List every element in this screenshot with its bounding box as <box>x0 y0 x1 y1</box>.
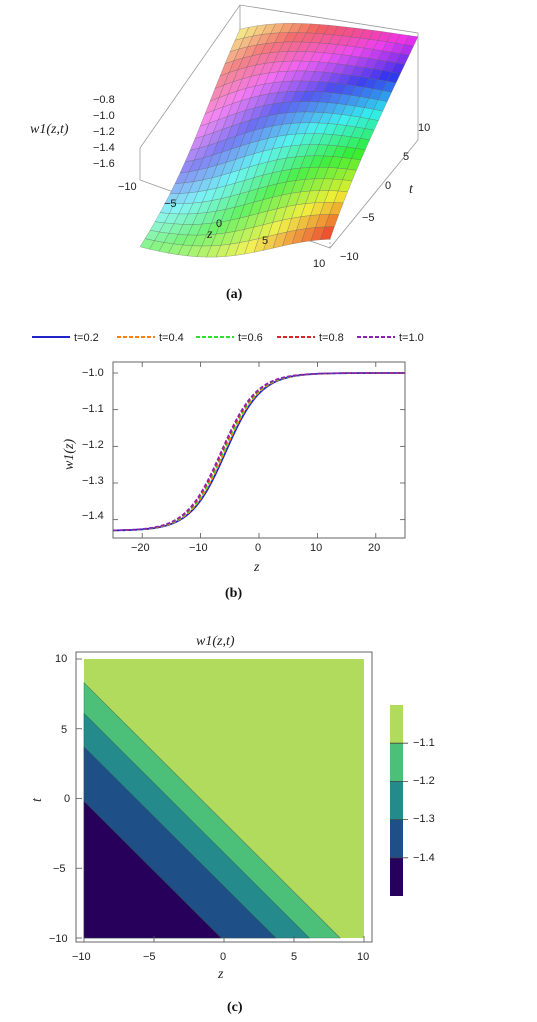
panel-c-bands <box>83 659 364 939</box>
panel-a-ytick: 5 <box>403 151 409 163</box>
legend-label: t=0.4 <box>159 332 184 344</box>
panel-a-ytick: 10 <box>418 122 430 134</box>
panel-c-caption: (c) <box>227 1000 243 1015</box>
surface-patch <box>320 226 335 240</box>
panel-a-xtick: −10 <box>118 181 137 193</box>
panel-a-ztick: −1.6 <box>93 158 115 170</box>
panel-c-xtick: 0 <box>220 951 226 963</box>
panel-c-ytick: −10 <box>49 933 68 945</box>
panel-c-contour: w1(z,t) −10 −5 0 5 10 10 5 0 −5 −10 z t … <box>30 634 435 1015</box>
panel-c-colorbar-label: −1.3 <box>413 813 435 825</box>
legend-label: t=1.0 <box>399 332 424 344</box>
panel-a-xtick: 10 <box>313 258 325 270</box>
panel-a-ytick: −10 <box>340 251 359 263</box>
legend-label: t=0.6 <box>238 332 263 344</box>
series-line <box>112 372 406 532</box>
panel-c-ytick: 0 <box>64 793 70 805</box>
series-line <box>112 372 405 532</box>
panel-a-xtick: 5 <box>262 235 268 247</box>
panel-c-colorbar-label: −1.2 <box>413 775 435 787</box>
panel-c-ytick: 5 <box>61 724 67 736</box>
panel-a-xtick: 0 <box>216 218 222 230</box>
colorbar-segment <box>390 743 403 782</box>
panel-a-xtick: −5 <box>164 198 177 210</box>
panel-b-line-chart: t=0.2 t=0.4 t=0.6 t=0.8 t=1.0 −20 −10 0 10 2… <box>32 332 424 601</box>
colorbar-segment <box>390 781 403 820</box>
panel-b-xtick: 0 <box>255 542 261 554</box>
panel-a-ytick: 0 <box>385 180 391 192</box>
panel-c-xtick: 10 <box>357 951 369 963</box>
panel-c-xtick: −5 <box>143 951 156 963</box>
panel-b-ylabel: w1(z) <box>62 439 77 470</box>
panel-b-ytick: −1.3 <box>82 475 104 487</box>
panel-c-title: w1(z,t) <box>196 634 235 649</box>
panel-a-zlabel: w1(z,t) <box>30 122 69 137</box>
panel-a-caption: (a) <box>226 287 243 302</box>
panel-c-colorbar-label: −1.1 <box>413 737 435 749</box>
panel-c-ylabel: t <box>30 797 45 802</box>
panel-b-caption: (b) <box>225 586 242 601</box>
panel-b-curves <box>112 372 406 532</box>
legend-label: t=0.8 <box>319 332 344 344</box>
panel-a-ytick: −5 <box>362 212 375 224</box>
series-line <box>112 372 405 532</box>
panel-c-ytick: 10 <box>55 653 67 665</box>
panel-a-ztick: −1.4 <box>93 142 115 154</box>
panel-c-colorbar <box>390 705 408 896</box>
colorbar-segment <box>390 819 403 858</box>
panel-b-ytick: −1.1 <box>82 403 104 415</box>
panel-b-legend: t=0.2 t=0.4 t=0.6 t=0.8 t=1.0 <box>32 332 424 344</box>
panel-c-ticks <box>76 658 365 942</box>
panel-c-colorbar-label: −1.4 <box>413 852 435 864</box>
panel-c-xlabel: z <box>217 967 224 982</box>
panel-a-ztick: −1.0 <box>93 110 115 122</box>
panel-c-xtick: −10 <box>72 951 91 963</box>
panel-b-xtick: −10 <box>189 542 208 554</box>
panel-b-ytick: −1.0 <box>82 367 104 379</box>
panel-b-xtick: 20 <box>368 542 380 554</box>
series-line <box>112 372 406 532</box>
panel-b-xlabel: z <box>253 560 260 575</box>
panel-a-xlabel: z <box>206 227 213 242</box>
colorbar-segment <box>390 705 403 744</box>
contour-band <box>83 800 222 939</box>
panel-b-ytick: −1.2 <box>82 439 104 451</box>
panel-a-3d-surface: w1(z,t) z t −0.8 −1.0 −1.2 −1.4 −1.6 −10… <box>30 4 430 302</box>
panel-b-xtick: −20 <box>131 542 150 554</box>
panel-b-ytick: −1.4 <box>82 510 104 522</box>
panel-b-ticks <box>113 362 405 538</box>
panel-a-ztick: −0.8 <box>93 94 115 106</box>
series-line <box>112 372 405 532</box>
colorbar-segment <box>390 857 403 896</box>
panel-b-plot-frame <box>112 361 406 539</box>
panel-a-ylabel: t <box>409 182 414 197</box>
panel-b-xtick: 10 <box>310 542 322 554</box>
panel-c-xtick: 5 <box>291 951 297 963</box>
legend-label: t=0.2 <box>74 332 99 344</box>
panel-c-ytick: −5 <box>53 863 66 875</box>
panel-a-surface-patches <box>139 23 419 258</box>
panel-a-ztick: −1.2 <box>93 126 115 138</box>
